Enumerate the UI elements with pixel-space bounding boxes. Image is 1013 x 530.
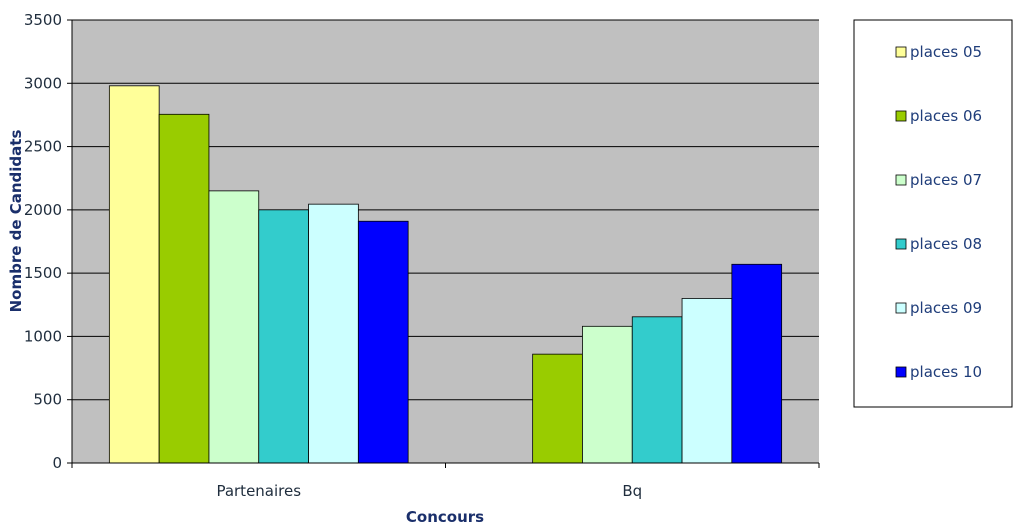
y-tick-label: 1500 — [24, 264, 62, 282]
y-tick-label: 3500 — [24, 11, 62, 29]
y-tick-label: 2500 — [24, 138, 62, 156]
legend-swatch — [895, 110, 907, 122]
bar — [631, 316, 683, 464]
bar — [258, 209, 309, 464]
legend-swatch — [895, 302, 907, 314]
bar — [731, 263, 783, 464]
x-tick-label: Bq — [622, 482, 642, 500]
y-tick-label: 0 — [52, 454, 62, 472]
x-tick-label: Partenaires — [216, 482, 301, 500]
legend-label: places 09 — [910, 299, 982, 317]
legend-label: places 08 — [910, 235, 982, 253]
legend-label: places 06 — [910, 107, 982, 125]
y-tick-label: 1000 — [24, 327, 62, 345]
legend-swatch — [895, 174, 907, 186]
bar — [681, 298, 733, 464]
bar — [108, 85, 160, 464]
legend-swatch — [895, 366, 907, 378]
y-ticks: 0 500 1000 1500 2000 2500 3000 3500 — [24, 11, 72, 472]
x-axis-title: Concours — [406, 508, 484, 526]
bar — [208, 190, 260, 464]
y-tick-label: 500 — [33, 391, 62, 409]
bar — [158, 113, 210, 464]
legend-label: places 07 — [910, 171, 982, 189]
legend-box — [853, 19, 1013, 408]
bar — [308, 203, 359, 464]
x-ticks: Partenaires Bq — [71, 463, 820, 500]
y-tick-label: 3000 — [24, 74, 62, 92]
bar — [357, 220, 409, 464]
bar — [582, 325, 633, 464]
y-axis-title: Nombre de Candidats — [7, 130, 25, 313]
legend-swatch — [895, 46, 907, 58]
legend-label: places 10 — [910, 363, 982, 381]
legend-label: places 05 — [910, 43, 982, 61]
legend: places 05 places 06 places 07 places 08 plac… — [895, 43, 982, 381]
y-tick-label: 2000 — [24, 201, 62, 219]
bar — [532, 353, 583, 464]
legend-swatch — [895, 238, 907, 250]
